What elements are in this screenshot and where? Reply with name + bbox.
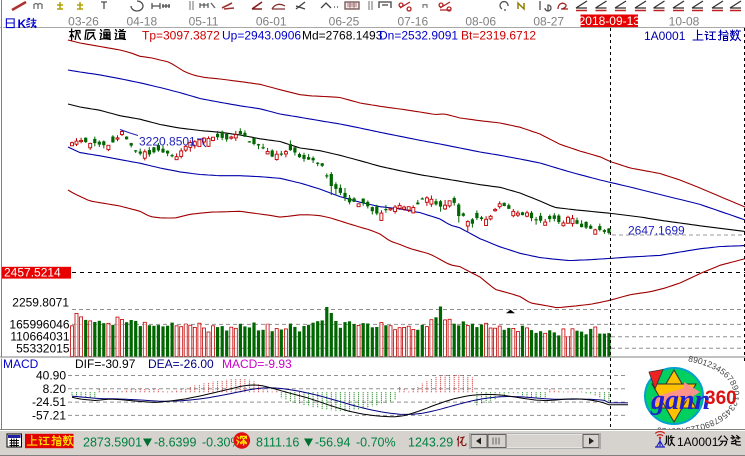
svg-text:-8.6399: -8.6399	[154, 436, 196, 450]
svg-text:MACD=-9.93: MACD=-9.93	[222, 357, 292, 371]
svg-text:165996046: 165996046	[9, 317, 69, 331]
svg-text:8.20: 8.20	[43, 382, 67, 396]
svg-text:04-18: 04-18	[126, 15, 157, 29]
svg-text:K: K	[18, 17, 27, 31]
svg-text:110664031: 110664031	[10, 330, 70, 344]
svg-text:2647.1699: 2647.1699	[628, 223, 685, 237]
svg-text:10-08: 10-08	[669, 15, 700, 29]
svg-text:1243.29: 1243.29	[408, 436, 453, 450]
svg-text:MACD: MACD	[3, 357, 39, 371]
svg-text:Md=2768.1493: Md=2768.1493	[302, 29, 383, 43]
svg-text:DEA=-26.00: DEA=-26.00	[148, 357, 214, 371]
svg-text:Bt=2319.6712: Bt=2319.6712	[461, 29, 536, 43]
svg-text:2457.5214: 2457.5214	[4, 266, 61, 280]
svg-text:2873.5901: 2873.5901	[83, 436, 142, 450]
svg-text:Dn=2532.9091: Dn=2532.9091	[379, 29, 458, 43]
svg-text:06-25: 06-25	[329, 15, 360, 29]
svg-text:08-27: 08-27	[533, 15, 564, 29]
svg-text:-0.70%: -0.70%	[356, 436, 396, 450]
svg-text:05-11: 05-11	[189, 15, 219, 29]
svg-text:-56.94: -56.94	[315, 436, 350, 450]
svg-text:gann: gann	[650, 385, 710, 416]
svg-text:08-06: 08-06	[465, 15, 496, 29]
svg-text:3220.8501: 3220.8501	[139, 135, 196, 149]
svg-text:07-16: 07-16	[397, 15, 428, 29]
svg-text:1A0001: 1A0001	[644, 29, 686, 43]
svg-text:2259.8071: 2259.8071	[12, 296, 69, 310]
svg-text:-24.51: -24.51	[32, 395, 66, 409]
svg-text:360: 360	[705, 388, 737, 409]
svg-text:-57.21: -57.21	[32, 408, 66, 422]
svg-text:1A0001: 1A0001	[677, 435, 719, 449]
svg-text:03-26: 03-26	[68, 15, 99, 29]
svg-text:DIF=-30.97: DIF=-30.97	[75, 357, 136, 371]
svg-text:-0.30%: -0.30%	[202, 436, 242, 450]
svg-text:Tp=3097.3872: Tp=3097.3872	[142, 29, 220, 43]
svg-text:55332015: 55332015	[16, 341, 70, 355]
svg-text:2018-09-13: 2018-09-13	[579, 14, 641, 28]
svg-text:06-01: 06-01	[256, 15, 287, 29]
svg-text:40.90: 40.90	[36, 369, 66, 383]
svg-text:8111.16: 8111.16	[256, 436, 299, 450]
svg-text:Up=2943.0906: Up=2943.0906	[222, 29, 301, 43]
